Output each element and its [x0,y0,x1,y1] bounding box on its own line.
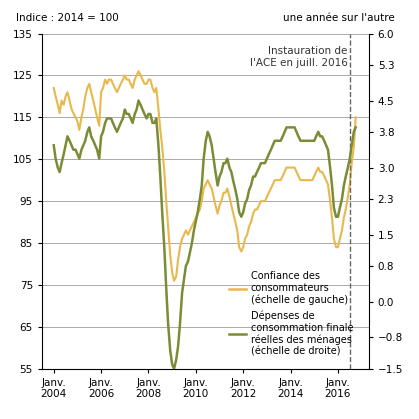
Text: Instauration de
l'ACE en juill. 2016: Instauration de l'ACE en juill. 2016 [250,46,347,68]
Legend: Confiance des
consommateurs
(échelle de gauche), Dépenses de
consommation finale: Confiance des consommateurs (échelle de … [225,267,357,360]
Text: Indice : 2014 = 100: Indice : 2014 = 100 [16,13,119,23]
Text: une année sur l'autre: une année sur l'autre [283,13,395,23]
